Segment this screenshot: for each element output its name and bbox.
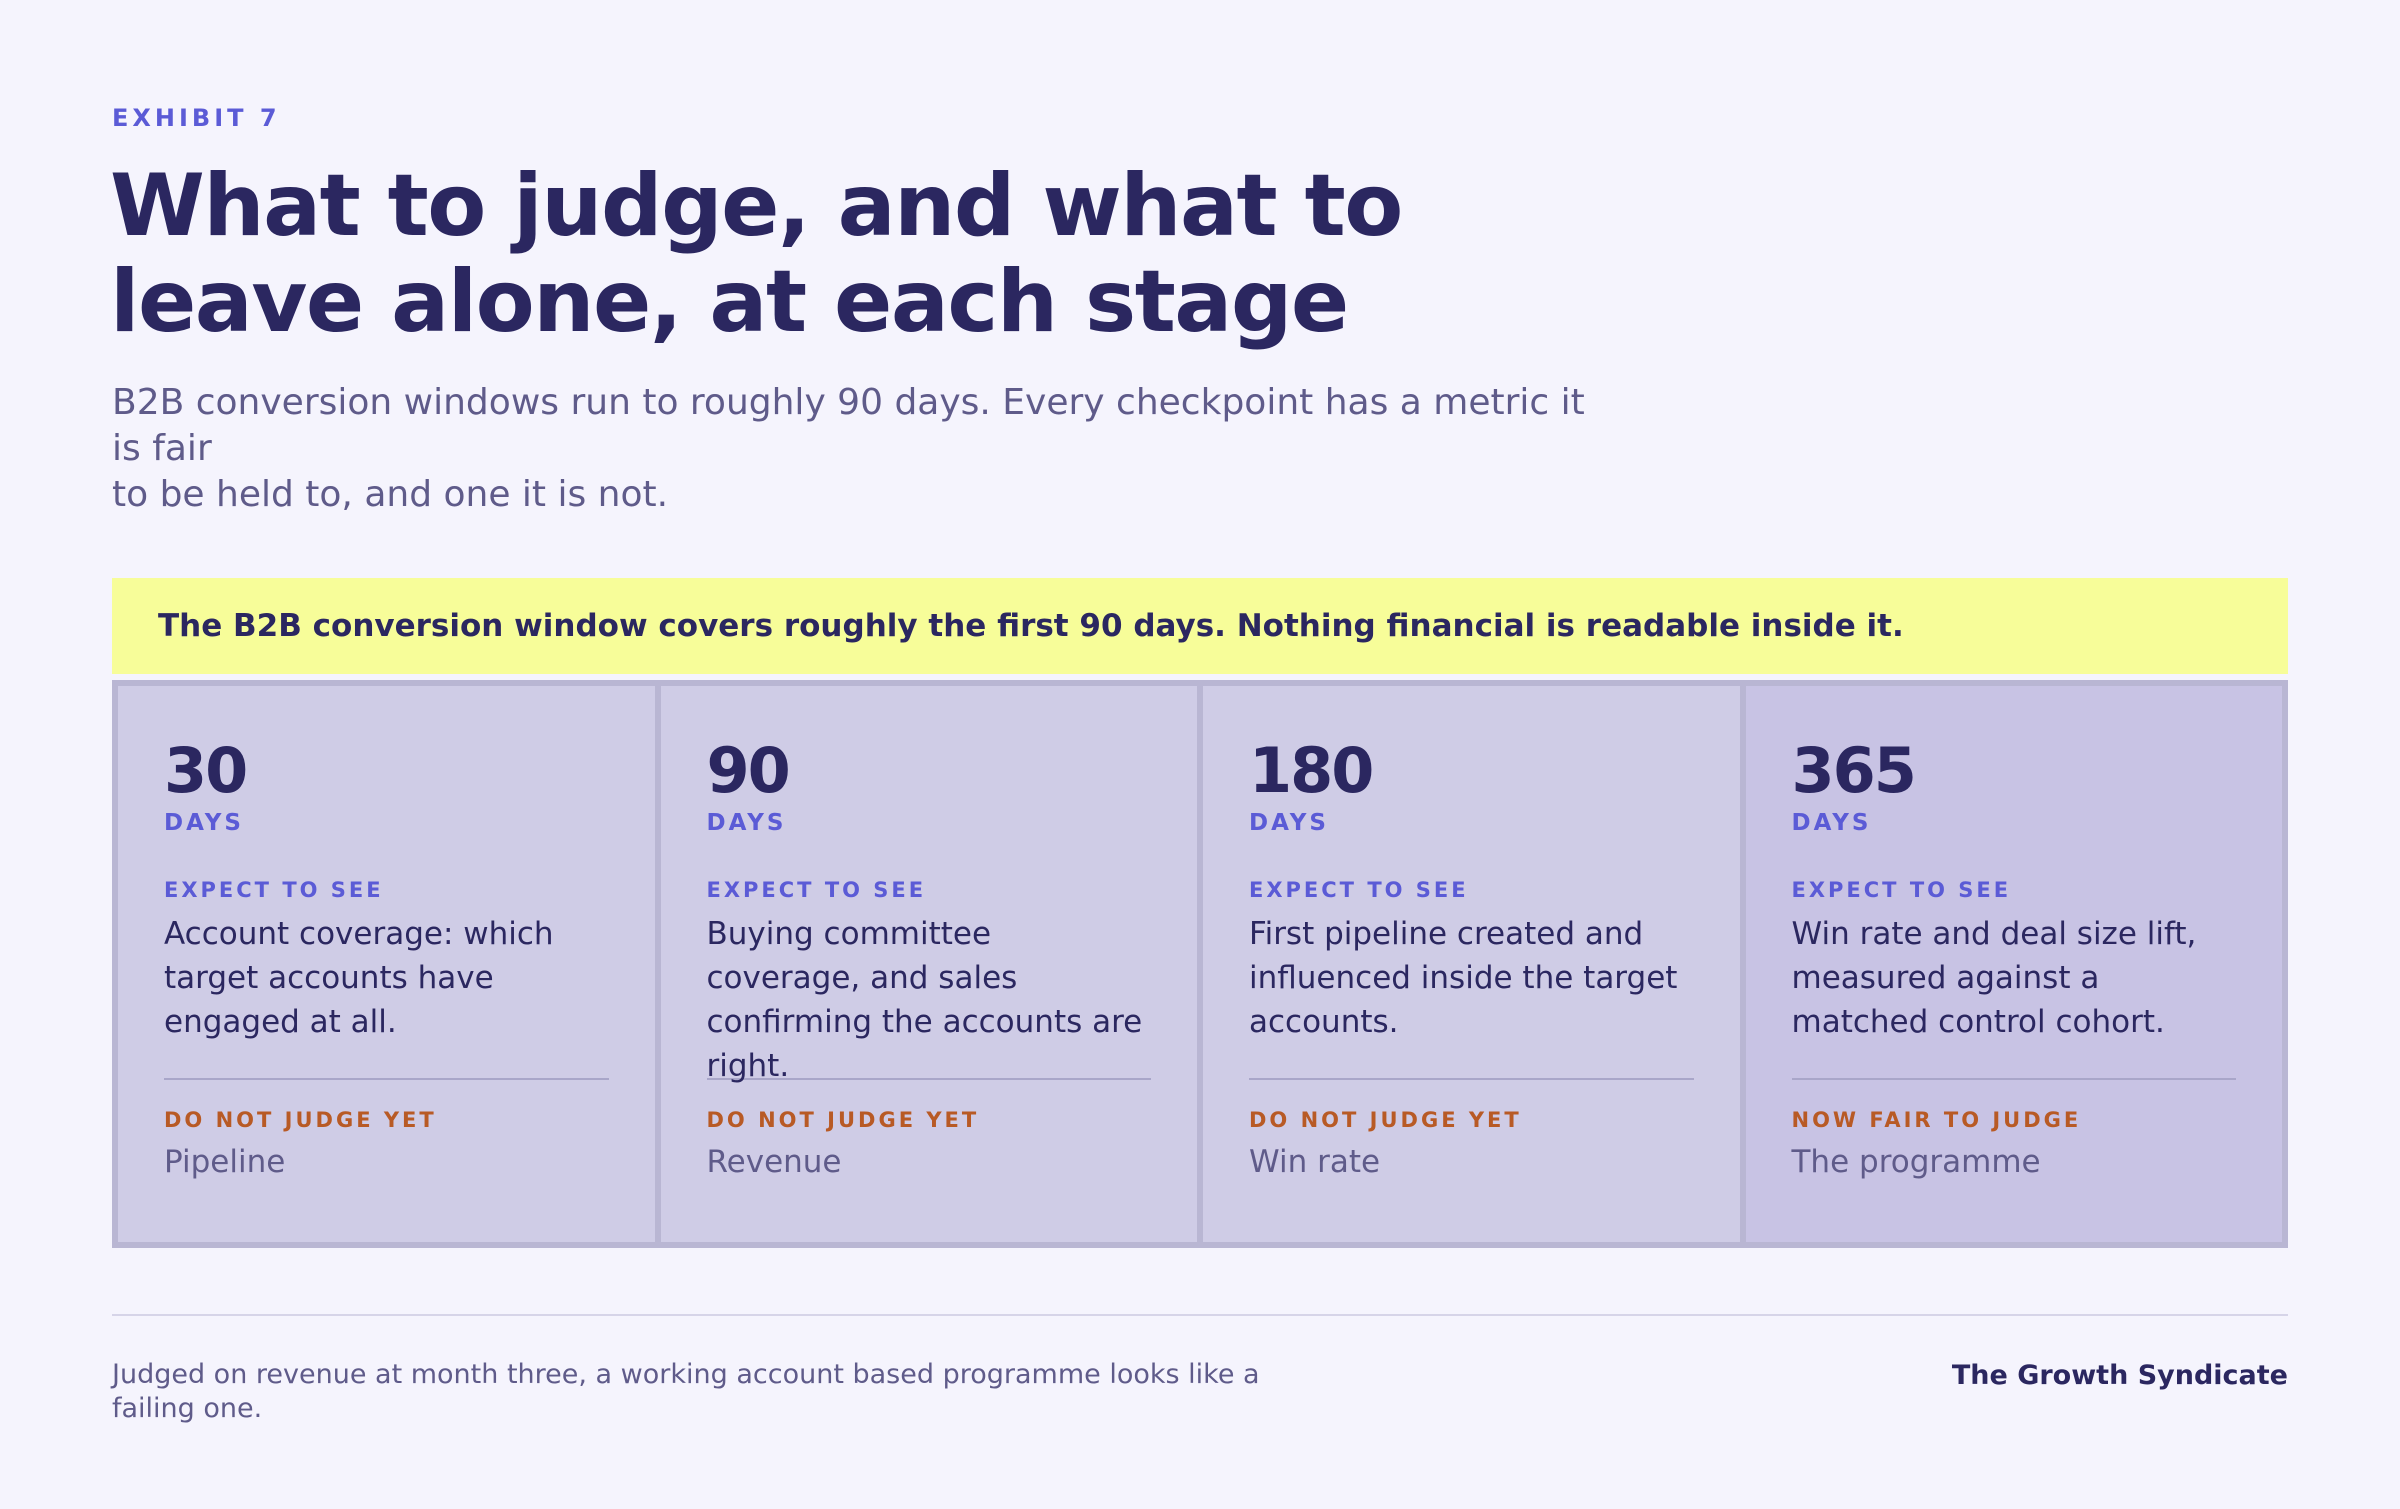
stage-card-90-days: 90 DAYS EXPECT TO SEE Buying committee c… (660, 686, 1197, 1242)
expect-label: EXPECT TO SEE (1791, 878, 2012, 902)
divider (164, 1078, 609, 1080)
stage-number: 365 (1791, 734, 1917, 807)
footer-note-line-1: Judged on revenue at month three, a work… (112, 1359, 1260, 1390)
subtitle-line-2: to be held to, and one it is not. (112, 474, 669, 515)
subtitle-line-1: B2B conversion windows run to roughly 90… (112, 382, 1585, 469)
divider (706, 1078, 1151, 1080)
expect-label: EXPECT TO SEE (706, 878, 927, 902)
exhibit-label: EXHIBIT 7 (112, 104, 281, 132)
stage-unit: DAYS (164, 810, 244, 836)
callout-banner: The B2B conversion window covers roughly… (112, 578, 2288, 674)
stage-grid: 30 DAYS EXPECT TO SEE Account coverage: … (112, 680, 2288, 1248)
footer-divider (112, 1314, 2288, 1316)
stage-unit: DAYS (706, 810, 787, 836)
stage-number: 30 (164, 734, 248, 807)
judge-text: Revenue (706, 1144, 842, 1180)
judge-label: NOW FAIR TO JUDGE (1791, 1108, 2082, 1132)
expect-label: EXPECT TO SEE (1249, 878, 1469, 902)
divider (1249, 1078, 1694, 1080)
judge-text: Win rate (1249, 1144, 1381, 1180)
expect-text: Buying committee coverage, and sales con… (706, 916, 1143, 1084)
footer-note-line-2: failing one. (112, 1393, 263, 1424)
stage-number: 180 (1249, 734, 1374, 807)
judge-text: Pipeline (164, 1144, 286, 1180)
page-title: What to judge, and what to leave alone, … (110, 158, 1410, 350)
banner-text: The B2B conversion window covers roughly… (158, 608, 1904, 644)
judge-label: DO NOT JUDGE YET (164, 1108, 437, 1132)
stage-card-180-days: 180 DAYS EXPECT TO SEE First pipeline cr… (1203, 686, 1740, 1242)
title-line-2: leave alone, at each stage (110, 252, 1349, 352)
judge-label: DO NOT JUDGE YET (706, 1108, 980, 1132)
stage-unit: DAYS (1791, 810, 1872, 836)
expect-text: Account coverage: which target accounts … (164, 916, 554, 1040)
expect-label: EXPECT TO SEE (164, 878, 384, 902)
expect-text: Win rate and deal size lift, measured ag… (1791, 916, 2197, 1040)
stage-card-30-days: 30 DAYS EXPECT TO SEE Account coverage: … (118, 686, 655, 1242)
stage-number: 90 (706, 734, 791, 807)
title-line-1: What to judge, and what to (110, 156, 1403, 256)
brand-name: The Growth Syndicate (1951, 1360, 2288, 1391)
page-subtitle: B2B conversion windows run to roughly 90… (112, 380, 1592, 518)
divider (1791, 1078, 2236, 1080)
judge-label: DO NOT JUDGE YET (1249, 1108, 1522, 1132)
stage-unit: DAYS (1249, 810, 1329, 836)
footer-note: Judged on revenue at month three, a work… (112, 1358, 1352, 1426)
stage-card-365-days: 365 DAYS EXPECT TO SEE Win rate and deal… (1745, 686, 2282, 1242)
expect-text: First pipeline created and influenced in… (1249, 916, 1678, 1040)
judge-text: The programme (1791, 1144, 2041, 1180)
